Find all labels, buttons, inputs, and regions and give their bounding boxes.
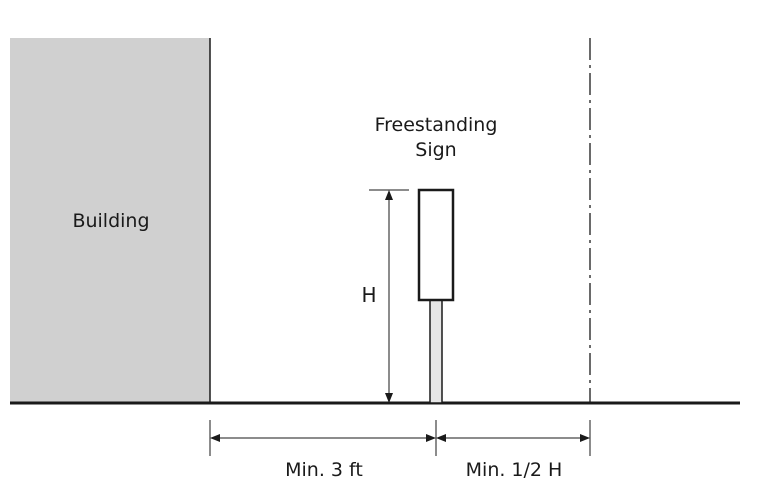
sign-label-line2: Sign	[415, 139, 456, 161]
height-label: H	[361, 283, 376, 307]
sign-pole	[429, 299, 443, 404]
setback-building-label: Min. 3 ft	[285, 459, 363, 481]
sign-label-line1: Freestanding	[375, 114, 498, 136]
setback-line-label: Min. 1/2 H	[466, 459, 563, 481]
sign-panel	[417, 188, 455, 302]
building-block	[10, 38, 210, 403]
building-label: Building	[72, 210, 149, 232]
